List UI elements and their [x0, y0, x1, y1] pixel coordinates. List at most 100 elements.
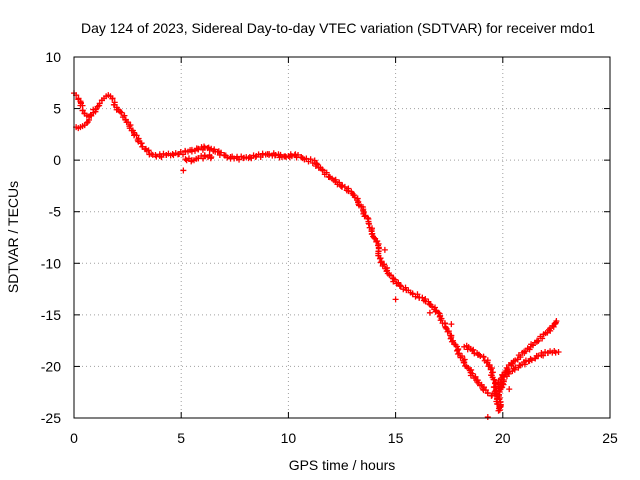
data-point-fill: [397, 283, 404, 290]
data-point: [201, 153, 208, 160]
data-point-fill: [378, 258, 385, 265]
data-point-fill: [472, 373, 479, 380]
data-point-fill: [490, 384, 497, 391]
x-tick-label: 10: [281, 430, 297, 446]
data-point-fill: [456, 350, 463, 357]
data-point: [272, 151, 279, 158]
data-point: [448, 321, 455, 328]
data-point-fill: [470, 346, 477, 353]
data-point-fill: [188, 158, 195, 165]
data-point-fill: [201, 143, 208, 150]
grid-lines: [74, 57, 610, 418]
data-point-fill: [438, 315, 445, 322]
data-point: [180, 167, 187, 174]
data-point-fill: [552, 349, 559, 356]
data-point-fill: [442, 324, 449, 331]
data-point-fill: [158, 154, 165, 161]
y-tick-label: -25: [41, 410, 61, 426]
data-point-fill: [288, 153, 295, 160]
data-point-fill: [426, 300, 433, 307]
data-point-fill: [445, 328, 452, 335]
data-point-fill: [448, 334, 455, 341]
data-point-fill: [121, 112, 128, 119]
data-point: [495, 377, 502, 384]
data-point-fill: [459, 353, 466, 360]
data-point: [474, 378, 481, 385]
data-point-fill: [460, 359, 467, 366]
data-point: [484, 390, 491, 397]
data-point-fill: [218, 149, 225, 156]
data-point-fill: [145, 147, 152, 154]
data-point-fill: [449, 337, 456, 344]
y-tick-label: -10: [41, 255, 61, 271]
data-point-fill: [454, 351, 461, 358]
data-point: [484, 413, 491, 420]
data-point-fill: [109, 95, 116, 102]
data-point-fill: [360, 209, 367, 216]
y-tick-label: 0: [53, 152, 61, 168]
x-axis-label: GPS time / hours: [289, 457, 396, 473]
data-point-fill: [127, 121, 134, 128]
y-axis-label: SDTVAR / TECUs: [5, 181, 21, 293]
data-point-fill: [118, 109, 125, 116]
data-point: [381, 246, 388, 253]
data-point-fill: [535, 337, 542, 344]
data-point: [345, 188, 352, 195]
data-point: [426, 309, 433, 316]
data-point: [169, 150, 176, 157]
data-point-fill: [542, 349, 549, 356]
data-point-fill: [295, 151, 302, 158]
data-point: [392, 296, 399, 303]
data-point-fill: [319, 167, 326, 174]
x-tick-label: 25: [602, 430, 618, 446]
data-point-fill: [381, 261, 388, 268]
data-point: [465, 365, 472, 372]
data-point-fill: [492, 387, 499, 394]
data-point: [92, 108, 99, 115]
data-point-fill: [303, 155, 310, 162]
plot-frame: [73, 56, 611, 419]
data-point-fill: [550, 323, 557, 330]
y-tick-label: -5: [49, 204, 62, 220]
data-point-fill: [236, 156, 243, 163]
data-point-fill: [336, 179, 343, 186]
x-tick-label: 20: [495, 430, 511, 446]
data-point-fill: [323, 169, 330, 176]
x-tick-label: 15: [388, 430, 404, 446]
data-point-fill: [341, 183, 348, 190]
data-point: [553, 318, 560, 325]
data-point: [364, 214, 371, 221]
data-points: [71, 90, 562, 420]
data-point: [195, 145, 202, 152]
data-point-fill: [432, 308, 439, 315]
data-point-fill: [540, 352, 547, 359]
data-point-fill: [369, 230, 376, 237]
data-point-fill: [133, 132, 140, 139]
data-point-fill: [475, 351, 482, 358]
chart-title: Day 124 of 2023, Sidereal Day-to-day VTE…: [81, 20, 595, 36]
data-point-fill: [480, 353, 487, 360]
data-point-fill: [539, 335, 546, 342]
x-tick-label: 0: [70, 430, 78, 446]
data-point-fill: [414, 291, 421, 298]
data-point-fill: [366, 220, 373, 227]
y-tick-label: 10: [45, 49, 61, 65]
data-point-fill: [371, 234, 378, 241]
axis-ticks: 0 5 10 15 20 25 10 5 0 -5 -10 -15 -20 -25: [41, 49, 618, 446]
data-point: [83, 120, 90, 127]
data-point: [555, 348, 562, 355]
data-point-fill: [377, 259, 384, 266]
data-point-fill: [469, 370, 476, 377]
y-tick-label: 5: [53, 101, 61, 117]
data-point-fill: [388, 272, 395, 279]
data-point-fill: [391, 276, 398, 283]
data-point-fill: [361, 213, 368, 220]
data-point: [188, 146, 195, 153]
data-point-fill: [374, 238, 381, 245]
data-point-fill: [521, 361, 528, 368]
data-point: [96, 100, 103, 107]
data-point-fill: [314, 161, 321, 168]
data-point-fill: [517, 354, 524, 361]
data-point: [208, 154, 215, 161]
